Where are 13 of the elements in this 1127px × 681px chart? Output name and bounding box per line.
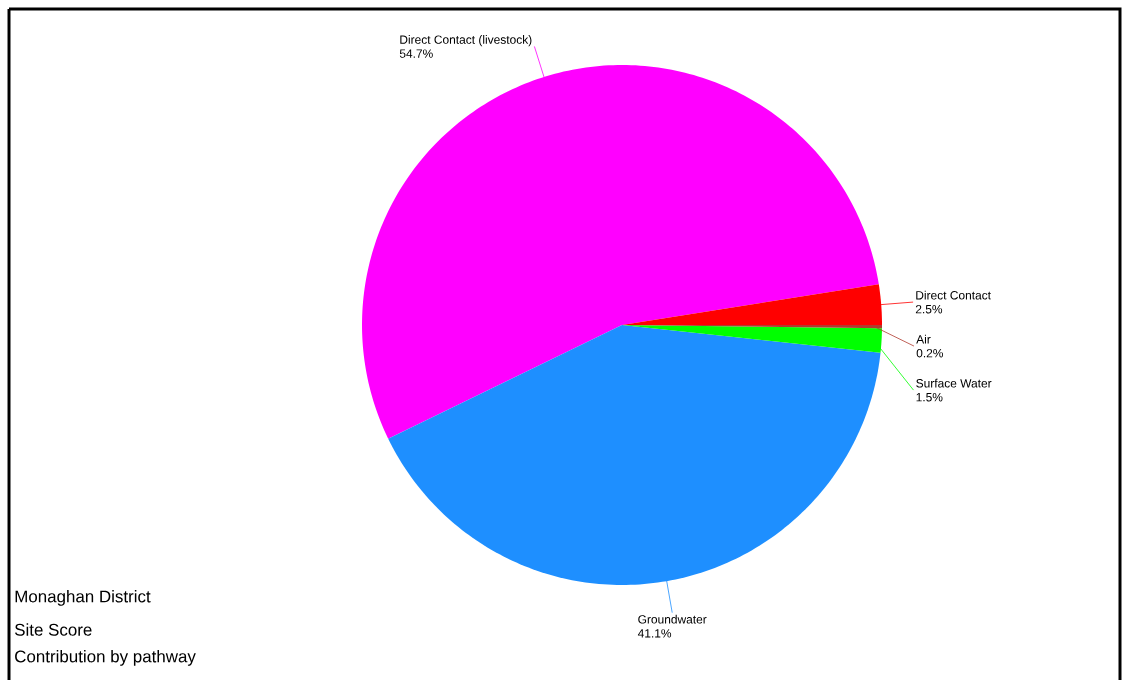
text: Monaghan District bbox=[15, 589, 151, 606]
text: Site Score bbox=[14, 623, 92, 636]
data-label: 0.2% bbox=[916, 348, 944, 358]
slice-label: Air bbox=[916, 334, 931, 344]
slice-label: Surface Water bbox=[916, 378, 992, 388]
data-label: 41.1% bbox=[637, 628, 672, 638]
data-label: 54.7% bbox=[399, 49, 433, 58]
slice-label: Direct Contact bbox=[916, 290, 991, 300]
slice-label: Groundwater bbox=[638, 614, 707, 624]
data-label: 2.5% bbox=[915, 304, 943, 314]
slice-label: Direct Contact (livestock) bbox=[400, 34, 532, 46]
text: Contribution by pathway bbox=[15, 649, 196, 666]
data-label: 1.5% bbox=[916, 392, 943, 402]
